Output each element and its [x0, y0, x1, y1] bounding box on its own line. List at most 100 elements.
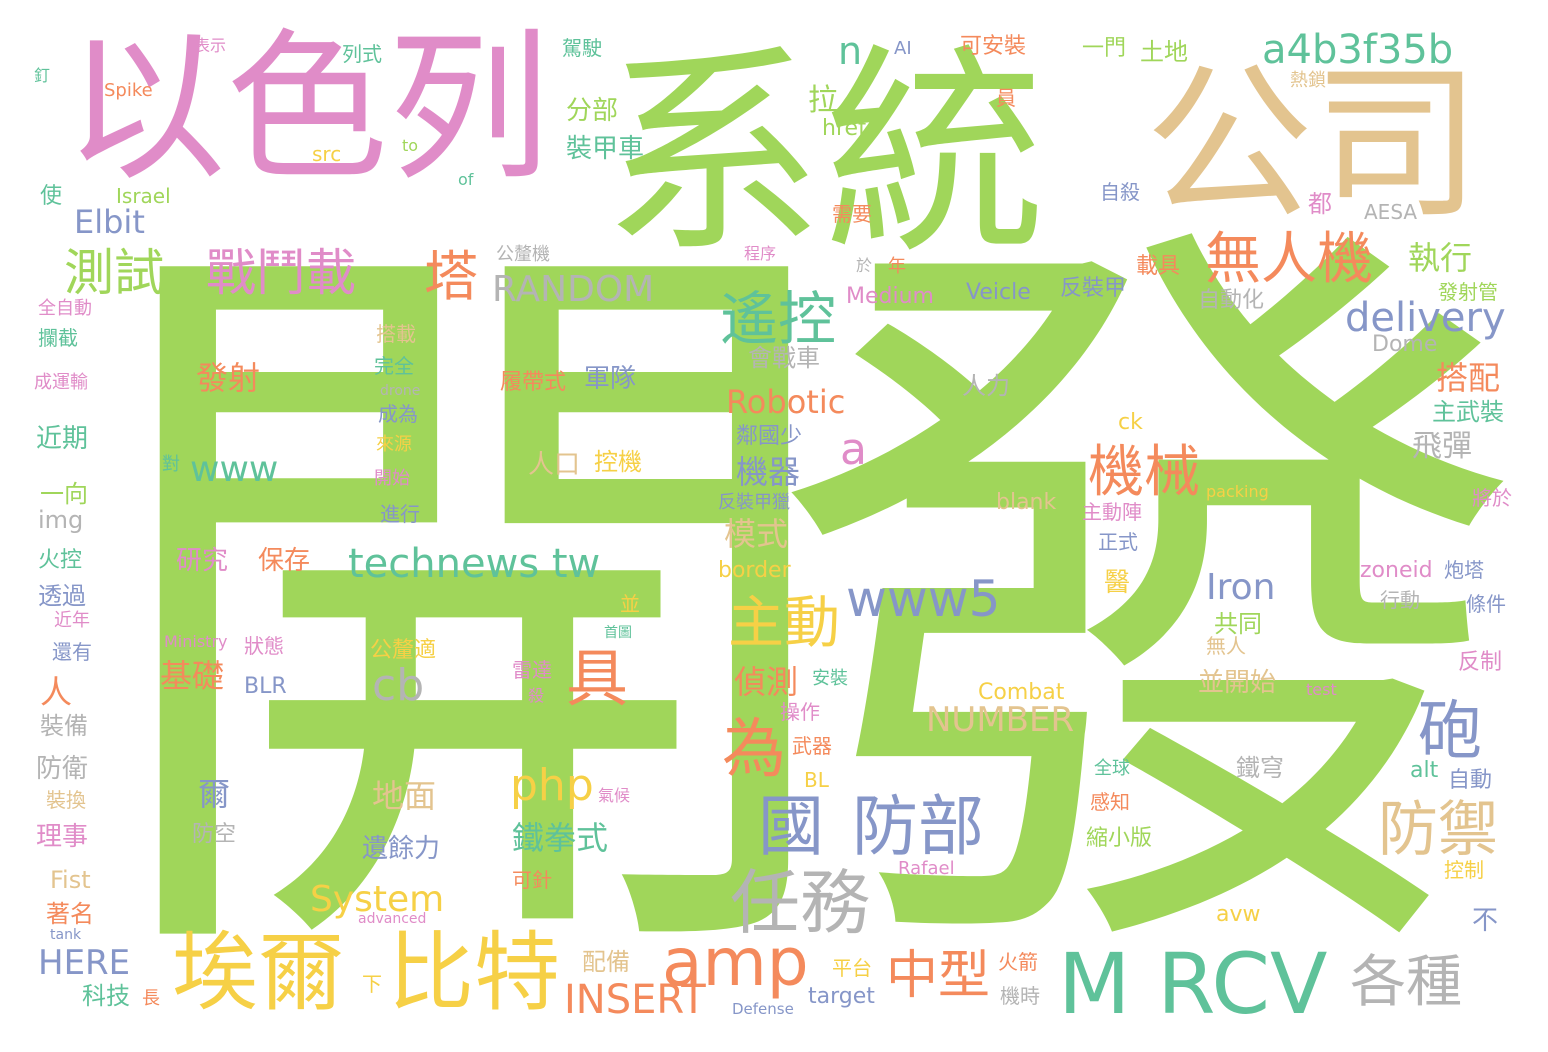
word-blank: blank — [996, 490, 1057, 515]
word-cb: cb — [372, 660, 425, 711]
word-zhence: 偵測 — [734, 663, 799, 701]
word-lanjie: 攔截 — [38, 326, 78, 350]
word-src: src — [312, 142, 342, 166]
word-peibei: 配備 — [582, 948, 630, 976]
word-jishi: 機時 — [1000, 984, 1040, 1008]
word-mrcv: M RCV — [1058, 935, 1328, 1033]
word-dapei: 搭配 — [1436, 359, 1501, 397]
word-guo: 國 — [758, 788, 824, 865]
word-yaokong: 遙控 — [720, 285, 837, 353]
word-kongzhi: 控制 — [1444, 858, 1484, 882]
word-rafael: Rafael — [898, 858, 955, 879]
word-touguo: 透過 — [38, 582, 86, 610]
word-fanzhuangjialie: 反裝甲獵 — [718, 492, 790, 513]
word-ai: AI — [894, 38, 912, 59]
word-number: NUMBER — [926, 700, 1075, 740]
word-fangkong: 防空 — [192, 822, 237, 847]
word-here: HERE — [38, 943, 131, 983]
word-jiqi: 機器 — [736, 453, 801, 491]
word-avw: avw — [1216, 902, 1261, 927]
word-ministry: Ministry — [164, 632, 228, 651]
word-moshi: 模式 — [724, 515, 789, 553]
word-nian: 年 — [888, 256, 906, 277]
word-zhengshi: 正式 — [1098, 530, 1138, 554]
word-blr: BLR — [244, 674, 287, 699]
word-shoutu: 首圖 — [604, 625, 632, 641]
word-kai: 開 — [92, 168, 852, 1052]
word-wuren: 無人 — [1206, 634, 1246, 658]
word-of: of — [458, 170, 474, 189]
word-lishi: 理事 — [36, 822, 89, 852]
word-hash: a4b3f35b — [1262, 27, 1454, 73]
word-jundui: 軍隊 — [584, 364, 637, 394]
word-zidong: 自動 — [1448, 768, 1493, 793]
word-jinxing: 進行 — [380, 502, 420, 526]
word-yiyuli: 遺餘力 — [362, 834, 441, 864]
word-ding: 釘 — [34, 66, 51, 85]
word-israel-zh: 以色列 — [64, 15, 550, 203]
word-ceshi: 測試 — [64, 244, 164, 302]
word-linguoshao: 鄰國少 — [736, 424, 803, 449]
word-fanzhi: 反制 — [1458, 650, 1503, 675]
word-lvdaishi: 履帶式 — [500, 370, 567, 395]
word-ganzhi: 感知 — [1090, 790, 1130, 814]
word-tiequanshi: 鐵拳式 — [512, 819, 609, 857]
word-zidonghua: 自動化 — [1198, 288, 1265, 313]
word-target: target — [808, 984, 875, 1009]
word-la: 拉 — [808, 83, 838, 118]
word-xingdong: 行動 — [1380, 588, 1420, 612]
word-qihou: 氣候 — [598, 786, 631, 805]
word-wanquan: 完全 — [374, 354, 414, 378]
word-renwu: 任務 — [730, 862, 870, 944]
word-yanjiu: 研究 — [176, 546, 229, 576]
word-chengwei: 成為 — [378, 402, 418, 426]
word-fangwei: 防衛 — [36, 754, 89, 784]
word-pao: 砲 — [1418, 695, 1482, 769]
word-kongji: 控機 — [594, 448, 642, 476]
word-huojian: 火箭 — [998, 950, 1038, 974]
word-yimen: 一門 — [1082, 36, 1127, 61]
word-packing: packing — [1206, 482, 1269, 501]
word-xia: 下 — [362, 972, 382, 996]
word-advanced: advanced — [358, 911, 427, 927]
word-chengyunshu: 成運輸 — [34, 372, 88, 393]
word-ren: 人 — [40, 673, 73, 711]
word-fenbu: 分部 — [566, 96, 619, 126]
word-gongtong: 共同 — [1214, 610, 1262, 638]
word-baocun: 保存 — [258, 546, 311, 576]
word-er: 爾 — [198, 775, 231, 813]
word-jixie: 機械 — [1088, 440, 1200, 505]
word-gonglijiji: 公釐機 — [496, 244, 550, 265]
word-zisha: 自殺 — [1100, 180, 1140, 204]
word-dazai: 搭載 — [376, 322, 416, 346]
word-insert: INSERT — [564, 977, 706, 1023]
word-medium: Medium — [846, 284, 934, 309]
word-iron: Iron — [1206, 567, 1276, 608]
word-ck: ck — [1118, 410, 1143, 435]
word-feidan: 飛彈 — [1412, 429, 1472, 464]
word-bite: 比特 — [388, 923, 560, 1023]
word-ta: 塔 — [424, 245, 478, 308]
word-amp: amp — [662, 924, 809, 1001]
word-robotic: Robotic — [726, 383, 846, 421]
word-defense: Defense — [732, 1000, 794, 1018]
word-fa: 發 — [770, 166, 1530, 1050]
word-zaiju: 載具 — [1136, 254, 1181, 279]
word-bingkaishi: 並開始 — [1198, 668, 1277, 698]
word-quanzidong: 全自動 — [38, 298, 92, 319]
word-fangbu: 防部 — [852, 788, 984, 865]
word-jiangyu: 將於 — [1472, 486, 1512, 510]
word-tank: tank — [50, 927, 82, 943]
word-shi: 使 — [40, 184, 63, 209]
word-combat: Combat — [978, 680, 1065, 705]
word-aier: 埃爾 — [172, 923, 344, 1023]
word-zhuming: 著名 — [46, 900, 94, 928]
word-href: href — [822, 116, 866, 141]
word-sha: 殺 — [528, 686, 545, 705]
word-zhixing: 執行 — [1408, 239, 1473, 277]
word-zhudong: 主動 — [728, 591, 840, 656]
word-dimian: 地面 — [372, 777, 437, 815]
word-a: a — [840, 424, 867, 475]
word-zhang: 長 — [142, 988, 160, 1009]
word-ju: 具 — [566, 642, 629, 715]
